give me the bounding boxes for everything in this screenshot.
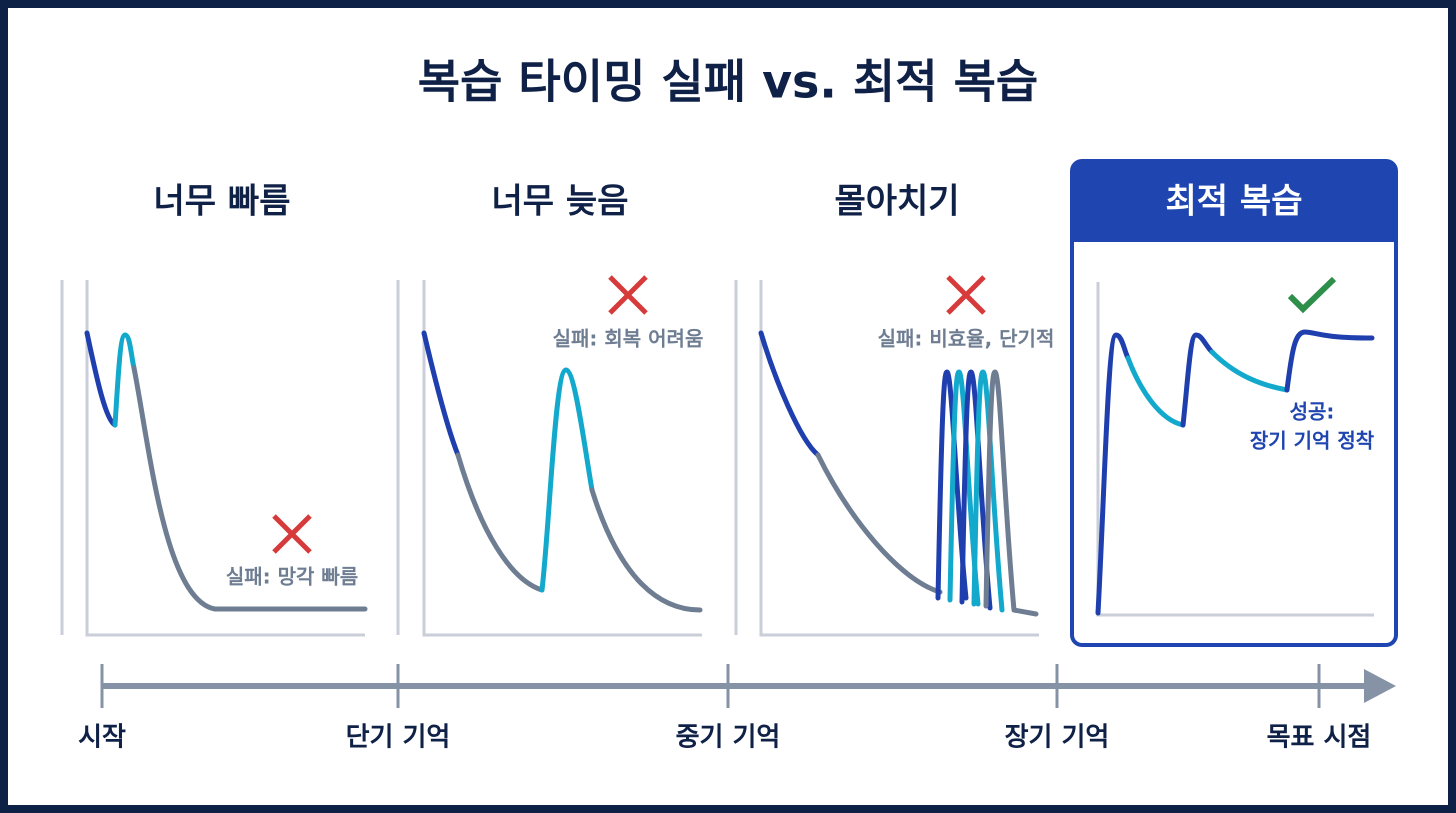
panel-note: 실패: 회복 어려움: [553, 327, 704, 351]
panel-heading: 너무 빠름: [154, 182, 291, 222]
optimal-header: [1072, 161, 1396, 242]
timeline-label: 목표 시점: [1267, 723, 1372, 753]
success-mark: [1287, 276, 1337, 314]
panel-heading: 최적 복습: [1166, 182, 1303, 222]
panel-note: 실패: 비효율, 단기적: [878, 327, 1055, 351]
curve-too-early: [84, 330, 368, 612]
panel-note: 성공:: [1290, 400, 1335, 424]
timeline-label: 중기 기억: [676, 723, 781, 753]
curve-cramming: [758, 330, 1039, 617]
axes: [60, 280, 1374, 637]
fail-mark: [608, 275, 648, 315]
fail-mark: [946, 275, 986, 315]
fail-mark: [272, 514, 312, 554]
panel-note: 실패: 망각 빠름: [226, 565, 358, 589]
timeline-label: 단기 기억: [346, 723, 451, 753]
panel-heading: 너무 늦음: [492, 182, 629, 222]
panel-heading: 몰아치기: [834, 182, 959, 222]
panel-note: 장기 기억 정착: [1250, 429, 1375, 453]
timeline: [100, 664, 1396, 708]
curve-optimal: [1095, 329, 1375, 616]
timeline-label: 시작: [78, 723, 126, 753]
curve-too-late: [421, 330, 703, 613]
timeline-label: 장기 기억: [1005, 723, 1110, 753]
title: 복습 타이밍 실패 vs. 최적 복습: [418, 55, 1038, 109]
